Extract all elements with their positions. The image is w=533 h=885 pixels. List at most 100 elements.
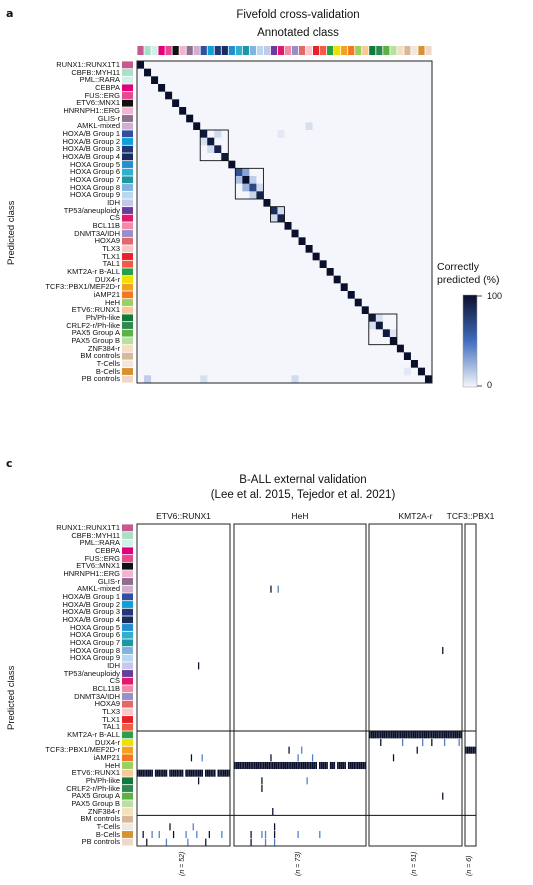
sample-dominant: [420, 731, 422, 739]
predicted-color-c-13: [122, 624, 133, 631]
cell-diag-41: [424, 375, 432, 383]
panel-a-title: Fivefold cross-validation: [236, 9, 360, 21]
predicted-color-c-0: [122, 524, 133, 532]
sample-secondary: [277, 585, 279, 593]
row-label-a: iAMP21: [93, 289, 120, 299]
cell-diag-36: [389, 337, 397, 345]
predicted-color-c-18: [122, 662, 133, 670]
predicted-color-17: [122, 191, 133, 199]
sample-dominant: [248, 761, 251, 770]
sample-dominant: [340, 761, 343, 770]
row-label-a: ETV6::MNX1: [76, 98, 120, 108]
cell-off-5: [242, 183, 250, 192]
cell-diag-31: [354, 298, 362, 307]
sample-dominant: [187, 769, 189, 777]
row-label-c: HOXA Group 7: [69, 637, 120, 647]
annotated-color-18: [263, 46, 271, 55]
row-label-a: CRLF2-r/Ph-like: [66, 320, 120, 330]
sample-secondary: [142, 830, 144, 839]
sample-dominant: [452, 731, 455, 739]
row-label-c: GLIS-r: [97, 576, 120, 586]
cell-diag-26: [319, 260, 327, 268]
sample-dominant: [443, 731, 446, 739]
group-label: KMT2A-r: [398, 511, 433, 521]
sample-dominant: [315, 761, 318, 770]
sample-dominant: [138, 769, 141, 777]
sample-dominant: [206, 769, 209, 777]
legend-max-label: 100: [487, 291, 503, 301]
cell-diag-34: [375, 321, 383, 330]
predicted-color-c-26: [122, 723, 133, 731]
predicted-color-c-2: [122, 539, 133, 547]
group-box-2: [270, 206, 285, 223]
sample-dominant: [271, 761, 274, 770]
cell-diag-11: [214, 145, 222, 153]
predicted-color-30: [122, 291, 133, 299]
cell-diag-39: [410, 360, 418, 368]
sample-dominant: [387, 731, 389, 739]
sample-dominant: [179, 769, 182, 777]
cell-diag-3: [158, 84, 166, 92]
cell-diag-29: [340, 283, 348, 291]
sample-secondary: [264, 838, 267, 846]
sample-secondary: [151, 830, 153, 839]
predicted-color-c-24: [122, 708, 133, 716]
sample-dominant: [154, 769, 157, 777]
sample-secondary: [190, 754, 193, 762]
row-label-c: BM controls: [80, 814, 120, 824]
sample-dominant: [329, 761, 332, 770]
sample-dominant: [262, 761, 265, 770]
panel-a-letter: a: [6, 7, 14, 20]
predicted-color-25: [122, 253, 133, 260]
sample-secondary: [201, 754, 203, 762]
sample-dominant: [290, 761, 292, 770]
predicted-color-24: [122, 245, 133, 253]
annotated-color-36: [390, 46, 397, 55]
cell-diag-28: [333, 275, 341, 284]
heatmap-a-frame: [136, 60, 433, 384]
cell-diag-15: [242, 176, 250, 184]
sample-dominant: [409, 731, 411, 739]
cell-off-13: [200, 375, 208, 383]
sample-dominant: [257, 761, 260, 770]
predicted-color-c-19: [122, 670, 133, 677]
sample-secondary: [443, 738, 446, 747]
panel-c-subtitle: (Lee et al. 2015, Tejedor et al. 2021): [210, 489, 396, 501]
sample-dominant: [351, 761, 354, 770]
predicted-color-c-8: [122, 585, 133, 593]
sample-secondary: [169, 823, 171, 831]
sample-secondary: [270, 754, 272, 762]
annotated-color-29: [341, 46, 348, 55]
predicted-color-40: [122, 368, 133, 375]
sample-dominant: [322, 761, 325, 770]
annotated-color-12: [221, 46, 228, 55]
cell-diag-9: [200, 130, 208, 138]
sample-dominant: [456, 731, 459, 739]
row-label-c: PAX5 Group A: [71, 791, 120, 801]
sample-secondary: [301, 746, 303, 754]
sample-dominant: [466, 746, 469, 754]
row-label-c: CS: [109, 676, 120, 686]
sample-dominant: [441, 731, 444, 739]
annotated-color-34: [376, 46, 383, 55]
predicted-color-c-7: [122, 578, 133, 585]
annotated-color-19: [270, 46, 278, 55]
predicted-color-39: [122, 360, 133, 368]
sample-dominant: [300, 761, 303, 770]
group-label: ETV6::RUNX1: [156, 511, 211, 521]
cell-diag-37: [396, 344, 404, 353]
sample-secondary: [297, 830, 299, 839]
annotated-color-33: [369, 46, 376, 55]
sample-dominant: [383, 731, 386, 739]
predicted-color-32: [122, 306, 133, 314]
sample-dominant: [163, 769, 166, 777]
row-label-a: HNRNPH1::ERG: [63, 105, 120, 115]
sample-dominant: [412, 731, 415, 739]
cell-diag-19: [270, 206, 278, 215]
sample-dominant: [326, 761, 328, 770]
group-box-1: [234, 167, 264, 200]
sample-secondary: [392, 754, 395, 762]
annotated-color-26: [320, 46, 327, 55]
group-n-label: (n = 6): [465, 855, 473, 876]
predicted-color-c-31: [122, 762, 133, 769]
